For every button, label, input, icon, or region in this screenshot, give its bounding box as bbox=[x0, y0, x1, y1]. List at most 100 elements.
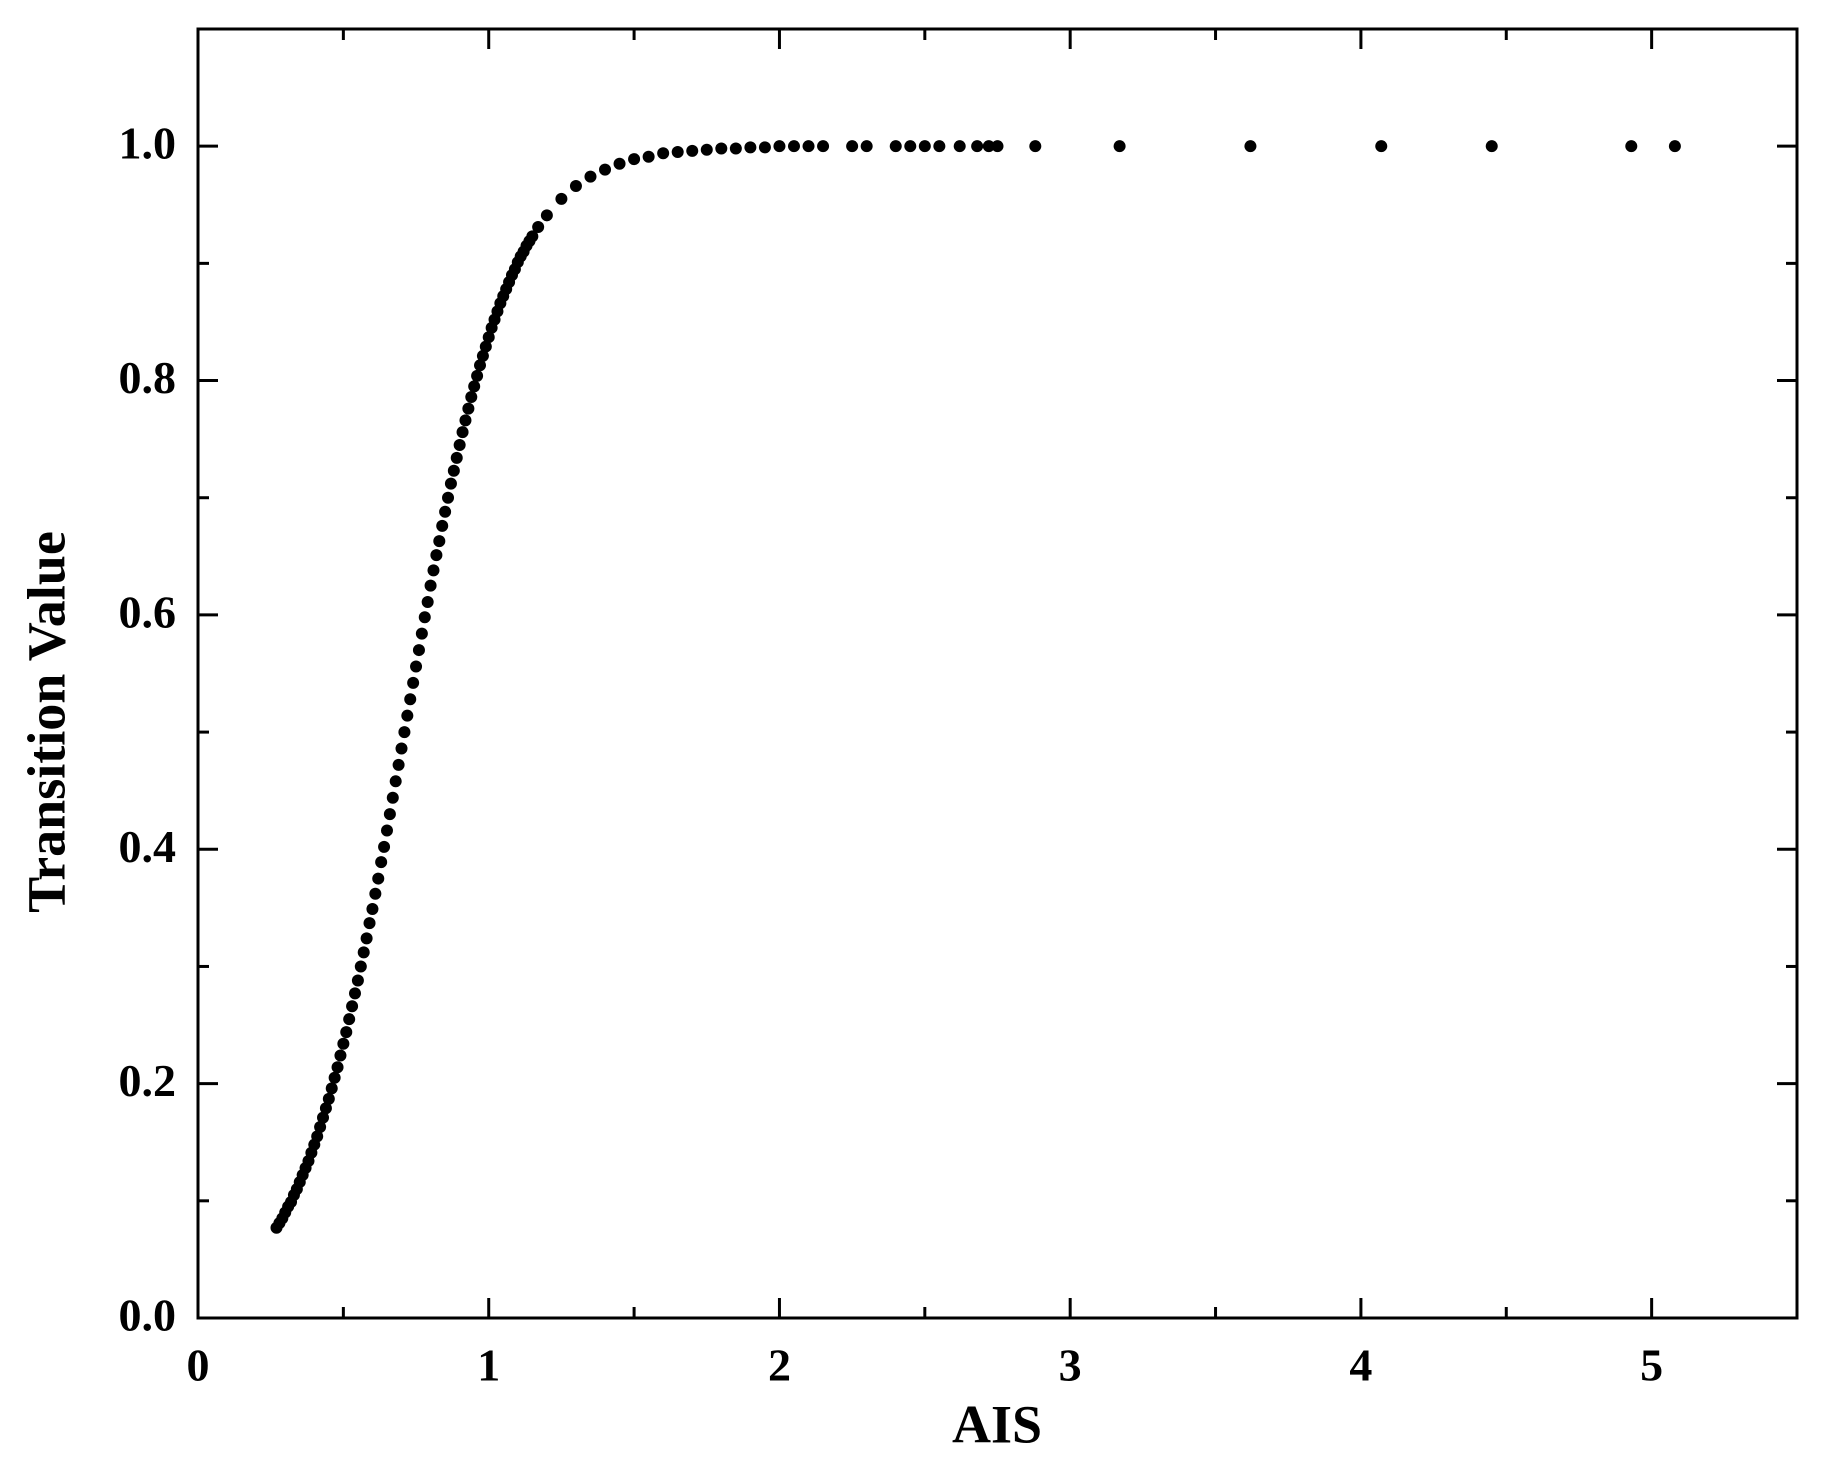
y-axis-title: Transition Value bbox=[16, 531, 76, 913]
plot-frame bbox=[196, 27, 1799, 1320]
point bbox=[346, 1000, 359, 1013]
point bbox=[412, 644, 425, 657]
point bbox=[744, 141, 757, 154]
point bbox=[773, 140, 786, 153]
point bbox=[540, 209, 553, 222]
x-tick-label: 1 bbox=[477, 1340, 500, 1391]
point bbox=[410, 660, 423, 673]
point bbox=[340, 1026, 353, 1039]
point bbox=[613, 157, 626, 170]
point bbox=[628, 153, 641, 166]
point bbox=[401, 709, 414, 722]
point bbox=[482, 331, 495, 344]
point bbox=[918, 140, 931, 153]
point bbox=[1668, 140, 1681, 153]
point bbox=[404, 693, 417, 706]
point bbox=[392, 758, 405, 771]
point bbox=[395, 742, 408, 755]
point bbox=[424, 579, 437, 592]
x-tick-label: 2 bbox=[768, 1340, 791, 1391]
point bbox=[729, 142, 742, 155]
y-tick-label: 0.8 bbox=[119, 352, 177, 403]
point bbox=[479, 340, 492, 353]
point bbox=[375, 856, 388, 869]
point bbox=[476, 349, 489, 362]
point bbox=[369, 887, 382, 900]
point bbox=[758, 141, 771, 154]
point bbox=[532, 221, 545, 234]
point bbox=[686, 144, 699, 157]
point bbox=[331, 1061, 344, 1074]
y-tick-label: 1.0 bbox=[119, 118, 177, 169]
point bbox=[642, 150, 655, 163]
point bbox=[465, 390, 478, 403]
point bbox=[471, 369, 484, 382]
point bbox=[787, 140, 800, 153]
point bbox=[351, 974, 364, 987]
y-tick-label: 0.2 bbox=[119, 1055, 177, 1106]
point bbox=[453, 438, 466, 451]
point bbox=[322, 1092, 335, 1105]
point bbox=[700, 143, 713, 156]
point bbox=[439, 505, 452, 518]
point bbox=[569, 180, 582, 193]
x-tick-label: 0 bbox=[187, 1340, 210, 1391]
point bbox=[450, 451, 463, 464]
point bbox=[325, 1082, 338, 1095]
point bbox=[447, 464, 460, 477]
point bbox=[328, 1071, 341, 1084]
x-axis-title: AIS bbox=[952, 1394, 1042, 1454]
point bbox=[971, 140, 984, 153]
point bbox=[348, 987, 361, 1000]
point bbox=[319, 1102, 332, 1115]
point bbox=[418, 611, 431, 624]
point bbox=[389, 775, 402, 788]
y-tick-label: 0.6 bbox=[119, 586, 177, 637]
point bbox=[1244, 140, 1257, 153]
point bbox=[1625, 140, 1638, 153]
point bbox=[421, 596, 434, 609]
point bbox=[317, 1111, 330, 1124]
point bbox=[468, 380, 481, 393]
point bbox=[933, 140, 946, 153]
point bbox=[337, 1037, 350, 1050]
point bbox=[584, 170, 597, 183]
point bbox=[363, 917, 376, 930]
point bbox=[386, 791, 399, 804]
point bbox=[372, 872, 385, 885]
point bbox=[444, 477, 457, 490]
x-tick-label: 4 bbox=[1349, 1340, 1372, 1391]
y-tick-label: 0.0 bbox=[119, 1290, 177, 1341]
x-tick-label: 3 bbox=[1059, 1340, 1082, 1391]
point bbox=[817, 140, 830, 153]
point bbox=[311, 1130, 324, 1143]
point bbox=[526, 230, 539, 243]
point bbox=[360, 932, 373, 945]
point bbox=[456, 426, 469, 439]
point bbox=[1113, 140, 1126, 153]
point bbox=[343, 1013, 356, 1026]
point bbox=[378, 840, 391, 853]
point bbox=[383, 808, 396, 821]
point bbox=[398, 726, 411, 739]
x-tick-label: 5 bbox=[1640, 1340, 1663, 1391]
point bbox=[889, 140, 902, 153]
point bbox=[442, 491, 455, 504]
point bbox=[334, 1049, 347, 1062]
point bbox=[436, 519, 449, 532]
point bbox=[1029, 140, 1042, 153]
point bbox=[462, 402, 475, 415]
point bbox=[354, 960, 367, 973]
point bbox=[846, 140, 859, 153]
point bbox=[599, 163, 612, 176]
point bbox=[427, 564, 440, 577]
point bbox=[474, 359, 487, 372]
point bbox=[671, 146, 684, 159]
point bbox=[1485, 140, 1498, 153]
point bbox=[366, 903, 379, 916]
y-tick-label: 0.4 bbox=[119, 821, 177, 872]
point bbox=[953, 140, 966, 153]
point bbox=[433, 535, 446, 548]
